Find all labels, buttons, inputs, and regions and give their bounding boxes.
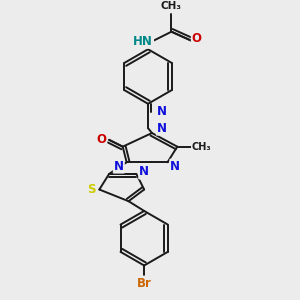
Text: S: S [87, 183, 96, 196]
Text: HN: HN [133, 35, 153, 48]
Text: N: N [157, 122, 167, 135]
Text: CH₃: CH₃ [192, 142, 212, 152]
Text: O: O [96, 133, 106, 146]
Text: CH₃: CH₃ [161, 2, 182, 11]
Text: N: N [170, 160, 180, 172]
Text: N: N [114, 160, 124, 172]
Text: N: N [139, 166, 149, 178]
Text: N: N [157, 105, 167, 118]
Text: H: H [173, 163, 182, 173]
Text: Br: Br [137, 277, 152, 290]
Text: O: O [192, 32, 202, 45]
